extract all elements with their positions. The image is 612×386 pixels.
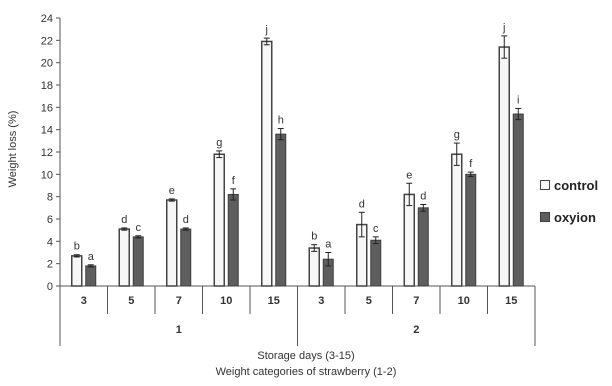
x-group-label: 1 — [176, 324, 182, 336]
x-axis-title-line-2: Weight categories of strawberry (1-2) — [215, 366, 397, 378]
data-label-oxyion: d — [420, 190, 426, 202]
bar-oxyion — [132, 236, 144, 287]
y-tick-label: 20 — [41, 58, 53, 70]
data-label-oxyion: a — [325, 239, 332, 251]
data-label-control: b — [311, 231, 317, 243]
x-category-label: 15 — [268, 295, 280, 307]
y-tick-label: 12 — [41, 147, 53, 159]
bar-oxyion — [85, 265, 97, 287]
bar-control — [451, 153, 463, 287]
y-axis-title-group: Weight loss (%) — [7, 111, 19, 188]
data-label-control: d — [359, 198, 365, 210]
data-label-control: e — [406, 169, 412, 181]
legend-swatch-control — [540, 180, 550, 190]
x-category-label: 7 — [176, 295, 182, 307]
bar-control — [71, 255, 83, 287]
y-tick-label: 4 — [47, 236, 53, 248]
bar-control — [498, 46, 510, 287]
x-category-label: 3 — [318, 295, 324, 307]
y-tick-label: 24 — [41, 13, 53, 25]
legend-label-oxyion: oxyion — [554, 209, 596, 225]
x-category-label: 7 — [413, 295, 419, 307]
y-tick-label: 2 — [47, 259, 53, 271]
x-categories: 3 5 7 10 15 3 5 7 10 15 1 2 — [81, 295, 518, 336]
y-tick-label: 6 — [47, 214, 53, 226]
bar-control — [213, 153, 225, 287]
data-label-control: e — [169, 185, 175, 197]
x-category-label: 5 — [366, 295, 372, 307]
x-category-label: 3 — [81, 295, 87, 307]
data-label-oxyion: a — [88, 251, 95, 263]
legend-label-control: control — [554, 177, 599, 193]
data-label-control: j — [502, 22, 505, 34]
data-label-oxyion: c — [373, 223, 379, 235]
legend-item-control: control — [540, 174, 598, 196]
x-category-label: 10 — [458, 295, 470, 307]
y-tick-label: 18 — [41, 80, 53, 92]
x-category-label: 5 — [128, 295, 134, 307]
legend-swatch-oxyion — [540, 212, 550, 222]
legend-item-oxyion: oxyion — [540, 206, 598, 228]
bar-oxyion — [370, 239, 382, 287]
bar-control — [261, 40, 273, 287]
y-tick-label: 8 — [47, 192, 53, 204]
bar-control — [403, 193, 415, 287]
x-category-label: 10 — [220, 295, 232, 307]
bar-control — [166, 199, 178, 287]
bar-oxyion — [417, 207, 429, 287]
x-axis-title-line-1: Storage days (3-15) — [257, 350, 355, 362]
data-label-oxyion: c — [136, 222, 142, 234]
bar-control — [118, 228, 130, 287]
bar-oxyion — [275, 133, 287, 287]
bar-control — [308, 247, 320, 287]
y-tick-label: 10 — [41, 169, 53, 181]
y-axis-title: Weight loss (%) — [7, 111, 19, 188]
bar-oxyion — [465, 173, 477, 287]
bar-oxyion — [512, 113, 524, 287]
y-tick-label: 22 — [41, 35, 53, 47]
data-label-control: b — [74, 241, 80, 253]
bar-oxyion — [227, 193, 239, 287]
data-label-control: g — [454, 129, 460, 141]
x-category-label: 15 — [505, 295, 517, 307]
data-label-oxyion: f — [232, 175, 236, 187]
data-label-oxyion: d — [183, 214, 189, 226]
data-label-oxyion: i — [517, 94, 519, 106]
bar-oxyion — [180, 228, 192, 287]
data-label-oxyion: h — [278, 115, 284, 127]
y-tick-label: 0 — [47, 281, 53, 293]
legend: control oxyion — [540, 174, 598, 238]
data-label-control: g — [216, 137, 222, 149]
y-tick-label: 16 — [41, 102, 53, 114]
data-label-control: d — [121, 214, 127, 226]
x-group-label: 2 — [413, 324, 419, 336]
data-label-control: j — [265, 24, 268, 36]
y-tick-label: 14 — [41, 125, 53, 137]
data-label-oxyion: f — [469, 158, 473, 170]
